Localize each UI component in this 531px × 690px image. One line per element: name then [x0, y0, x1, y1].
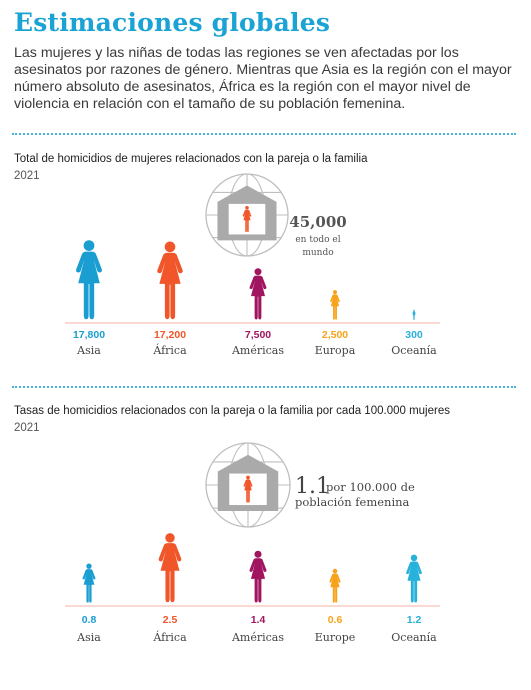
value-label: 2,500	[322, 329, 348, 341]
value-label: 1.4	[251, 614, 266, 626]
chart-1-pictograph: 45,000 en todo el mundo 17,800 Asia 17,200 Áfr…	[65, 173, 440, 357]
total-caption: por 100.000 de	[326, 480, 415, 494]
value-label: 0.8	[82, 614, 97, 626]
total-value: 1.1	[295, 474, 330, 499]
category-label: África	[152, 630, 187, 644]
figure-américas	[249, 268, 267, 320]
figure-áfrica	[157, 241, 183, 320]
woman-icon	[243, 475, 253, 503]
category-label: Asia	[76, 344, 101, 357]
value-label: 2.5	[163, 614, 178, 626]
section-divider-2	[12, 386, 516, 388]
total-caption: mundo	[302, 248, 333, 258]
chart-2-year: 2021	[14, 422, 40, 434]
chart-2-title: Tasas de homicidios relacionados con la …	[14, 405, 450, 417]
intro-paragraph: Las mujeres y las niñas de todas las reg…	[14, 45, 512, 112]
figure-asia	[76, 240, 102, 320]
value-label: 300	[405, 329, 423, 341]
figure-asia	[82, 563, 96, 603]
globe-house-icon	[205, 173, 289, 257]
globe-house-icon	[205, 442, 291, 528]
chart-1-title: Total de homicidios de mujeres relaciona…	[14, 153, 368, 165]
value-label: 1.2	[407, 614, 422, 626]
value-label: 7,500	[245, 329, 271, 341]
section-divider-1	[12, 133, 516, 135]
figure-áfrica	[158, 533, 182, 603]
category-label: Europe	[315, 631, 356, 644]
figure-europa	[330, 290, 340, 320]
category-label: África	[152, 343, 187, 357]
chart-1-year: 2021	[14, 170, 40, 182]
category-label: Oceanía	[391, 344, 437, 357]
category-label: Américas	[231, 344, 284, 357]
figure-oceanía	[406, 554, 422, 603]
category-label: Oceanía	[391, 631, 437, 644]
woman-icon	[242, 205, 252, 233]
total-label: 45,000 en todo el mundo	[289, 213, 346, 258]
value-label: 17,800	[73, 329, 105, 341]
category-label: Asia	[76, 631, 101, 644]
category-label: Europa	[315, 344, 356, 357]
total-caption: en todo el	[295, 235, 340, 245]
total-caption: población femenina	[295, 495, 410, 509]
value-label: 17,200	[154, 329, 186, 341]
category-label: Américas	[231, 631, 284, 644]
page-title: Estimaciones globales	[14, 8, 331, 37]
value-label: 0.6	[328, 614, 343, 626]
total-value: 45,000	[289, 213, 346, 231]
figure-oceanía	[412, 309, 416, 320]
figure-américas	[249, 550, 267, 603]
figure-europe	[329, 568, 341, 603]
